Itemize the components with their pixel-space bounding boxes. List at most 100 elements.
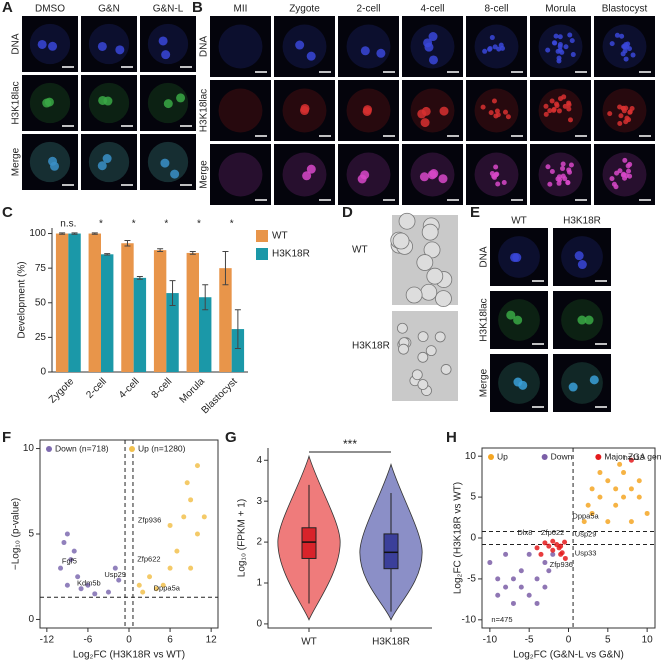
nucleus [37,39,47,49]
bar [231,329,245,372]
nucleus [627,173,633,179]
panel-label: E [470,204,480,221]
point [201,514,207,520]
point [188,497,194,503]
x-tick-label: -12 [40,635,55,646]
x-tick-label: 5 [605,635,611,646]
x-tick-label: 12 [206,635,218,646]
point [546,543,552,549]
y-axis-label: Log₁₀ (FPKM + 1) [237,499,248,577]
nucleus [549,98,555,104]
embryo [416,254,434,271]
annotation: Zfp622 [137,555,160,564]
nucleus [623,119,629,125]
legend-marker [595,454,602,460]
nucleus [562,103,568,109]
axis [51,228,248,373]
nucleus [553,33,559,39]
nucleus [558,96,564,102]
nucleus [362,106,372,116]
point [613,486,619,492]
point [542,540,548,546]
nucleus [567,117,573,123]
nucleus [557,43,563,49]
point [174,548,180,554]
nucleus [423,38,433,48]
point [495,592,501,598]
annotation: Usp33 [575,549,597,558]
micrograph [81,16,137,72]
y-tick-label: 50 [35,297,47,308]
legend-swatch [256,248,268,260]
point [526,592,532,598]
embryo [88,23,130,65]
embryo [421,223,439,241]
x-axis-label: Log₂FC (H3K18R vs WT) [73,650,185,661]
error-bar [157,248,164,253]
micrograph [210,16,271,77]
point [542,584,548,590]
bar [88,233,101,372]
panel-label: G [225,429,237,446]
nucleus [562,176,568,182]
nucleus [295,40,305,50]
point [78,586,84,592]
bar [133,277,147,372]
point [605,478,611,484]
nucleus [556,180,562,186]
point [562,539,568,545]
point [105,589,111,595]
column-label: Blastocyst [602,4,648,15]
nucleus [567,169,573,175]
point [184,480,190,486]
micrograph [338,16,399,77]
x-tick-label: 6 [167,635,173,646]
x-tick-label: Zygote [47,376,77,406]
point [495,576,501,582]
nucleus [439,106,449,116]
legend-swatch [256,230,268,242]
nucleus [429,169,439,179]
error-bar [104,253,111,256]
column-label: Zygote [289,4,320,15]
significance-label: *** [343,437,357,451]
point [526,551,532,557]
nucleus [567,32,573,38]
nucleus [626,46,632,52]
nucleus [505,114,511,120]
point [188,565,194,571]
point [160,582,166,588]
point [589,486,595,492]
nucleus [357,174,367,184]
nucleus [622,157,628,163]
panel-label: C [2,204,13,221]
nucleus [176,93,186,103]
annotation: Dppa5a [572,512,599,521]
point [562,555,568,561]
point [503,584,509,590]
nucleus [618,113,624,119]
y-tick-label: 0 [256,619,262,630]
nucleus [556,108,562,114]
point [58,565,64,571]
embryo [417,379,429,390]
annotation: n=475 [491,615,512,624]
embryo [218,24,263,69]
nucleus [570,52,576,58]
annotation: Zfp936 [550,560,573,569]
box [301,527,317,559]
nucleus [549,169,555,175]
embryo [405,286,423,304]
x-axis-label: Log₂FC (G&N-L vs G&N) [513,650,624,661]
point [194,531,200,537]
point [542,560,548,566]
nucleus [560,161,566,167]
point [628,457,634,463]
micrograph [210,144,271,205]
embryo [147,23,189,65]
nucleus [621,171,627,177]
legend-marker [541,454,548,460]
bar [186,252,199,372]
point [559,550,565,556]
